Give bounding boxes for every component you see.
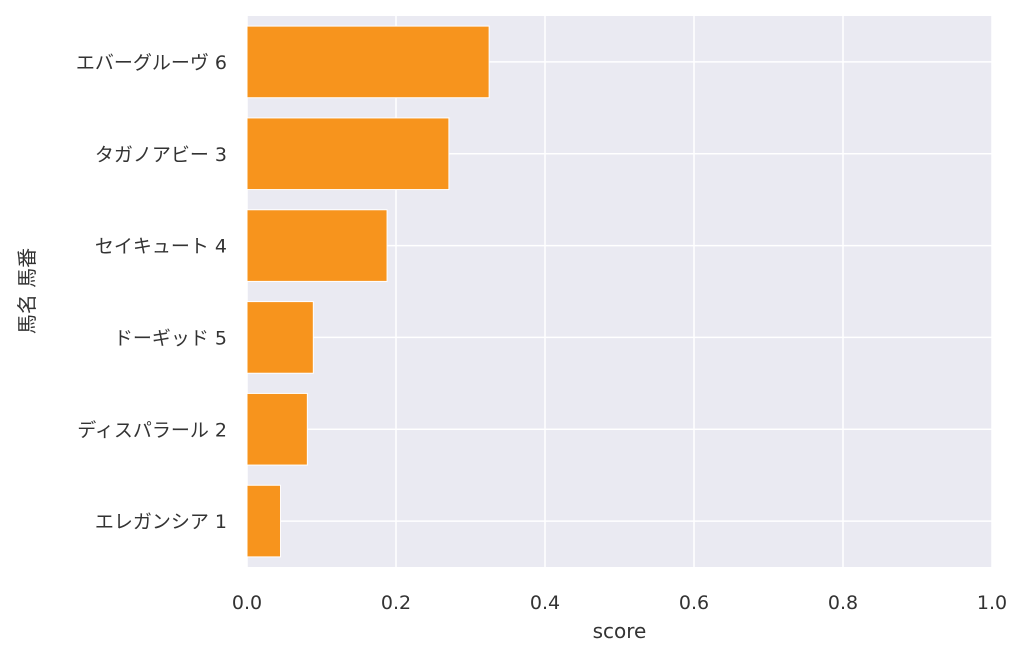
x-tick-label: 0.6 — [679, 592, 709, 614]
y-tick-label: エレガンシア 1 — [95, 511, 227, 533]
y-tick-label: ディスパラール 2 — [77, 419, 227, 441]
bar — [246, 25, 490, 99]
y-tick-label: エバーグルーヴ 6 — [76, 52, 227, 74]
y-tick-labels: エバーグルーヴ 6 タガノアビー 3 セイキュート 4 ドーギッド 5 ディスパラール … — [76, 52, 227, 533]
bar — [246, 301, 314, 374]
x-tick-label: 0.2 — [381, 592, 411, 614]
x-tick-label: 0.4 — [530, 592, 560, 614]
y-tick-label: タガノアビー 3 — [95, 144, 227, 166]
y-tick-label: セイキュート 4 — [95, 236, 227, 258]
y-axis-title: 馬名 馬番 — [15, 248, 39, 334]
plot-area — [247, 16, 992, 567]
x-tick-labels: 0.0 0.2 0.4 0.6 0.8 1.0 — [232, 592, 1007, 614]
x-tick-label: 1.0 — [977, 592, 1007, 614]
y-tick-label: ドーギッド 5 — [114, 327, 227, 349]
bar — [246, 209, 388, 282]
bar — [246, 392, 308, 466]
x-tick-label: 0.0 — [232, 592, 262, 614]
x-tick-label: 0.8 — [828, 592, 858, 614]
bar — [246, 117, 450, 191]
x-axis-title: score — [593, 619, 647, 643]
bar — [246, 484, 282, 558]
bars — [246, 25, 490, 558]
